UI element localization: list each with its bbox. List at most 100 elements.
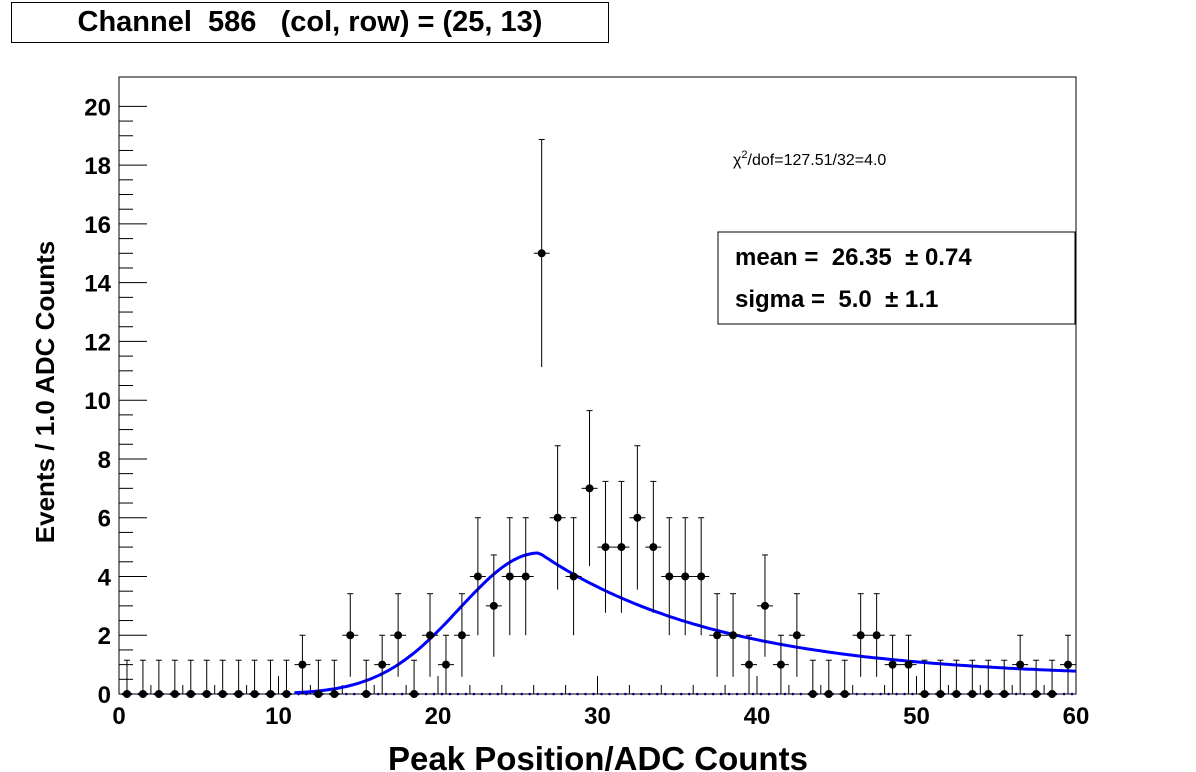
data-point (693, 517, 710, 636)
data-point (709, 593, 726, 677)
point-marker (170, 690, 179, 698)
baseline-dot (400, 692, 404, 696)
baseline-dot (648, 692, 651, 696)
sigma-label: sigma = 5.0 ± 1.1 (735, 286, 938, 313)
baseline-dot (1070, 692, 1074, 696)
data-point (741, 634, 757, 694)
fit-stats-box (717, 231, 1076, 325)
baseline-dot (472, 692, 476, 696)
data-point (613, 480, 630, 613)
data-point (645, 480, 662, 613)
x-tick-label: 50 (903, 703, 930, 730)
point-marker (346, 631, 355, 640)
baseline-dot (568, 692, 571, 696)
point-marker (378, 660, 387, 669)
baseline-dot (695, 692, 699, 696)
baseline-dot (616, 692, 619, 696)
data-point (836, 659, 853, 698)
x-tick-label: 0 (112, 703, 125, 730)
point-marker (633, 513, 642, 522)
data-point (549, 445, 566, 590)
data-point (629, 445, 646, 590)
baseline-dot (727, 692, 731, 696)
baseline-dot (576, 692, 579, 696)
baseline-dot (520, 692, 524, 696)
point-marker (665, 572, 674, 581)
data-point (485, 554, 502, 657)
baseline-dot (911, 692, 914, 696)
baseline-dot (791, 692, 795, 696)
data-point (1060, 634, 1076, 694)
baseline-dot (376, 692, 380, 696)
point-marker (1032, 690, 1041, 698)
baseline-dot (432, 692, 436, 696)
data-point (932, 659, 949, 698)
x-tick-label: 40 (744, 703, 771, 730)
baseline-dot (863, 692, 866, 696)
baseline-dot (384, 692, 388, 696)
data-point (597, 480, 614, 613)
baseline-dot (879, 692, 882, 696)
point-marker (457, 631, 466, 640)
chi2-label: χ2/dof=127.51/32=4.0 (733, 149, 886, 169)
baseline-dot (711, 692, 715, 696)
baseline-dot (352, 692, 356, 696)
point-marker (441, 660, 450, 669)
data-point (342, 593, 359, 677)
baseline-dot (1022, 692, 1026, 696)
data-point (310, 659, 327, 698)
y-tick-label: 20 (84, 94, 111, 121)
point-marker (585, 484, 594, 493)
chart-title: Channel 586 (col, row) = (25, 13) (11, 2, 609, 43)
baseline-dot (552, 692, 555, 696)
point-marker (362, 690, 371, 698)
point-marker (569, 572, 578, 581)
point-marker (314, 690, 323, 698)
data-point (725, 593, 742, 677)
data-point (868, 593, 885, 677)
data-point (820, 659, 837, 698)
data-point (916, 659, 933, 698)
data-point (150, 659, 167, 698)
data-point (1044, 659, 1061, 698)
baseline-dot (624, 692, 627, 696)
point-marker (1016, 660, 1025, 669)
point-marker (840, 690, 849, 698)
baseline-dot (584, 692, 587, 696)
data-points (119, 138, 1076, 698)
data-point (533, 138, 550, 368)
x-tick-label: 60 (1063, 703, 1090, 730)
baseline-dot (528, 692, 532, 696)
baseline-dot (488, 692, 492, 696)
baseline-dot (903, 692, 906, 696)
point-marker (792, 631, 801, 640)
point-marker (250, 690, 259, 698)
baseline-dot (799, 692, 803, 696)
baseline-dot (600, 692, 603, 696)
y-tick-label: 8 (98, 447, 111, 474)
baseline-dot (656, 692, 659, 696)
x-tick-label: 10 (265, 703, 292, 730)
data-point (214, 659, 231, 698)
y-tick-label: 16 (84, 212, 111, 239)
data-point (565, 517, 582, 636)
baseline-dot (632, 692, 635, 696)
y-axis-title: Events / 1.0 ADC Counts (30, 241, 60, 543)
baseline-dot (640, 692, 643, 696)
point-marker (1000, 690, 1009, 698)
baseline-dot (895, 692, 898, 696)
data-point (406, 659, 423, 698)
data-point (804, 659, 821, 698)
point-marker (505, 572, 514, 581)
y-tick-label: 4 (98, 564, 112, 591)
data-point (326, 659, 343, 698)
point-marker (154, 690, 163, 698)
data-point (390, 593, 407, 677)
data-point (453, 593, 470, 677)
data-point (438, 634, 454, 694)
x-tick-label: 20 (425, 703, 452, 730)
baseline-dot (392, 692, 396, 696)
data-point (278, 659, 295, 698)
data-point (517, 517, 534, 636)
